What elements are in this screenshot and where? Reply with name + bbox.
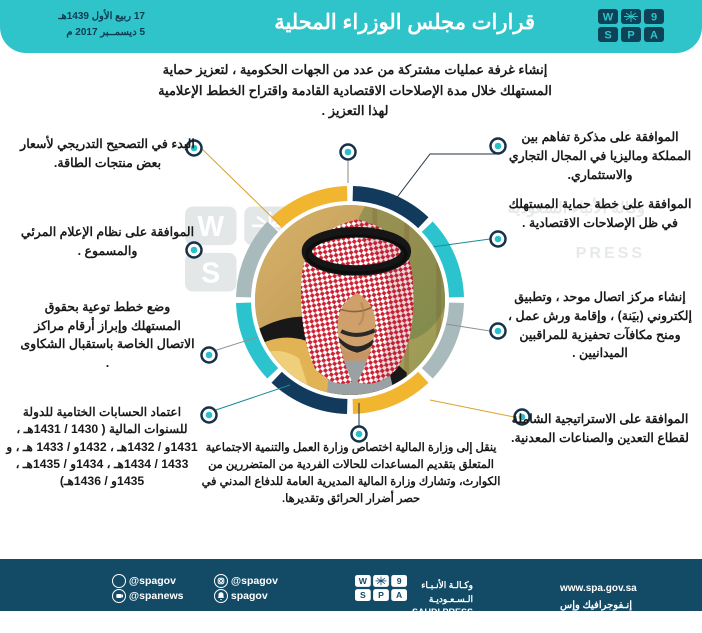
svg-text:P: P <box>378 590 384 600</box>
svg-text:A: A <box>396 590 403 600</box>
svg-text:9: 9 <box>397 576 402 586</box>
svg-text:S: S <box>360 590 366 600</box>
svg-text:W: W <box>359 576 368 586</box>
